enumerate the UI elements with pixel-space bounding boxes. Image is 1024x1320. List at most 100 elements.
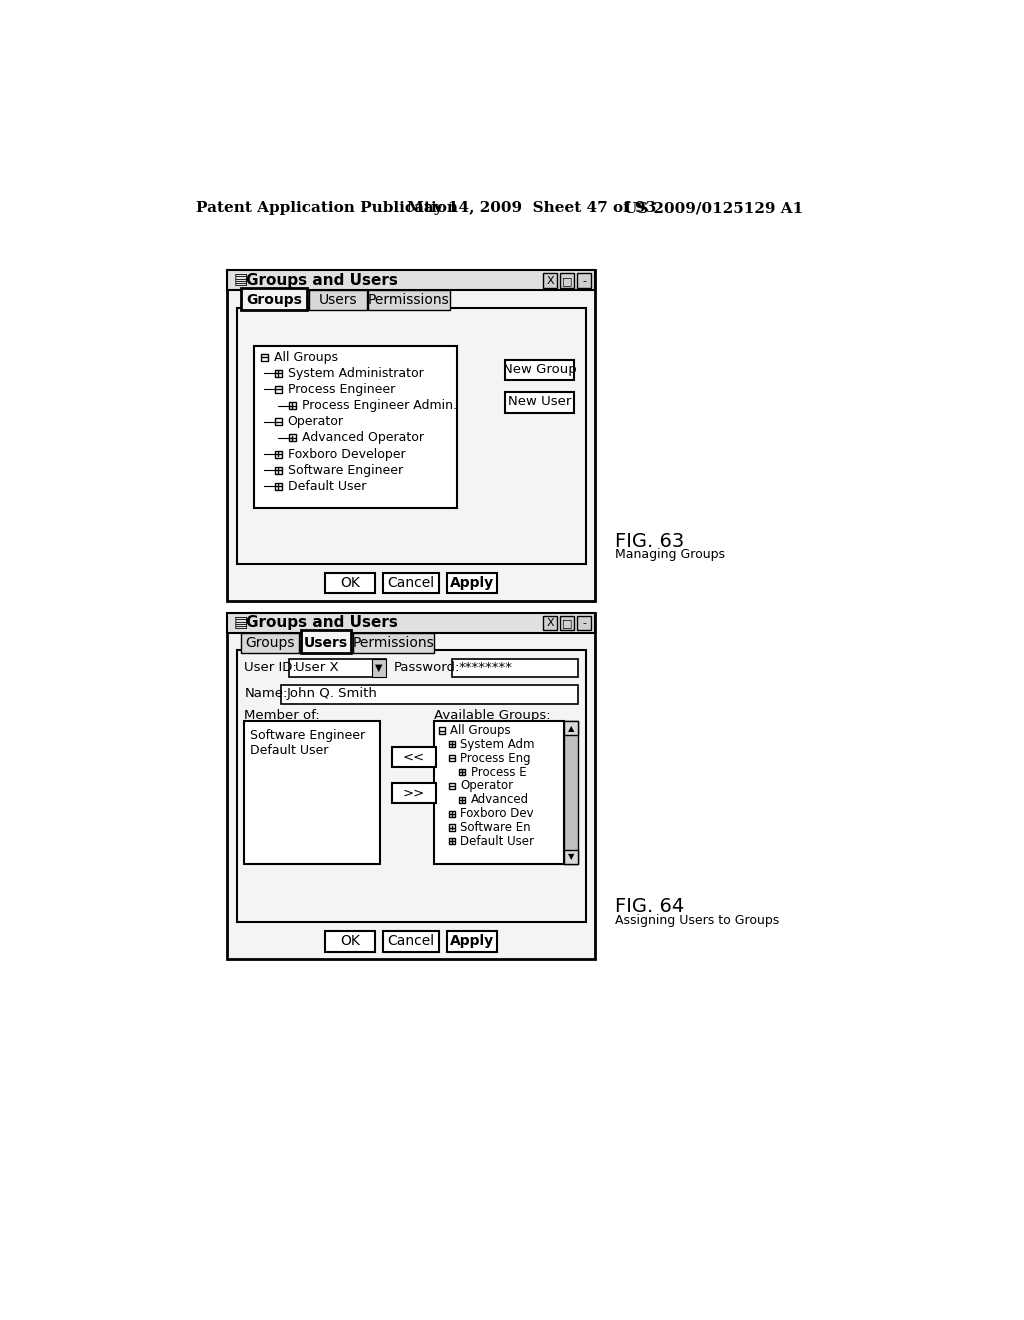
- Text: John Q. Smith: John Q. Smith: [287, 686, 378, 700]
- Text: Process Eng: Process Eng: [461, 751, 531, 764]
- Bar: [274, 450, 282, 458]
- Text: Managing Groups: Managing Groups: [614, 548, 725, 561]
- Bar: [227, 271, 595, 290]
- Text: □: □: [562, 276, 572, 286]
- Bar: [446, 573, 497, 594]
- Text: FIG. 63: FIG. 63: [614, 532, 684, 550]
- Text: All Groups: All Groups: [451, 723, 511, 737]
- Text: ▼: ▼: [568, 853, 574, 861]
- Text: OK: OK: [340, 935, 360, 949]
- Text: X: X: [546, 619, 554, 628]
- Bar: [369, 290, 450, 310]
- Bar: [325, 932, 375, 952]
- Bar: [301, 631, 351, 653]
- Bar: [241, 288, 307, 310]
- Bar: [446, 932, 497, 952]
- Bar: [245, 721, 380, 863]
- Text: Name:: Name:: [245, 686, 288, 700]
- Bar: [564, 721, 579, 863]
- Text: Process E: Process E: [471, 766, 526, 779]
- Bar: [449, 742, 455, 747]
- Bar: [459, 797, 465, 803]
- Text: System Adm: System Adm: [461, 738, 535, 751]
- Bar: [564, 721, 579, 735]
- Text: ▼: ▼: [376, 663, 383, 672]
- Text: Groups and Users: Groups and Users: [246, 615, 397, 630]
- Bar: [274, 483, 282, 490]
- Text: Apply: Apply: [450, 577, 494, 590]
- Text: Groups: Groups: [246, 636, 295, 649]
- Text: Users: Users: [304, 636, 348, 649]
- Text: ********: ********: [458, 661, 512, 675]
- Bar: [577, 273, 592, 288]
- Bar: [459, 770, 465, 775]
- Bar: [237, 651, 586, 923]
- Text: Groups and Users: Groups and Users: [246, 272, 397, 288]
- Bar: [391, 747, 436, 767]
- Bar: [577, 615, 592, 631]
- Text: Process Engineer: Process Engineer: [288, 383, 395, 396]
- Text: Default User: Default User: [251, 744, 329, 758]
- Text: Software Engineer: Software Engineer: [288, 463, 402, 477]
- Bar: [543, 615, 557, 631]
- Text: OK: OK: [340, 577, 360, 590]
- Bar: [227, 612, 595, 632]
- Bar: [274, 467, 282, 474]
- Bar: [274, 418, 282, 425]
- Bar: [227, 271, 595, 601]
- Text: Apply: Apply: [450, 935, 494, 949]
- Text: X: X: [546, 276, 554, 286]
- Bar: [383, 573, 438, 594]
- Text: Software En: Software En: [461, 821, 531, 834]
- Text: Assigning Users to Groups: Assigning Users to Groups: [614, 915, 779, 927]
- Bar: [352, 632, 434, 653]
- Text: Operator: Operator: [461, 779, 514, 792]
- Text: Groups: Groups: [246, 293, 302, 308]
- Bar: [560, 273, 574, 288]
- Text: -: -: [582, 619, 586, 628]
- Text: >>: >>: [402, 787, 425, 800]
- Text: ▲: ▲: [568, 723, 574, 733]
- Text: Default User: Default User: [461, 834, 535, 847]
- Text: FIG. 64: FIG. 64: [614, 898, 684, 916]
- Bar: [227, 612, 595, 960]
- Text: Cancel: Cancel: [387, 935, 434, 949]
- Text: Advanced Operator: Advanced Operator: [302, 432, 424, 445]
- Bar: [449, 755, 455, 762]
- Bar: [241, 632, 299, 653]
- Bar: [289, 403, 296, 409]
- Text: New Group: New Group: [503, 363, 577, 376]
- Text: <<: <<: [402, 751, 425, 764]
- Text: All Groups: All Groups: [273, 351, 338, 363]
- Text: ▤: ▤: [233, 272, 248, 288]
- Bar: [452, 659, 579, 677]
- Text: Cancel: Cancel: [387, 577, 434, 590]
- Bar: [438, 727, 445, 734]
- Text: Member of:: Member of:: [245, 709, 319, 722]
- Bar: [383, 932, 438, 952]
- Bar: [449, 810, 455, 817]
- Bar: [449, 825, 455, 830]
- Bar: [564, 850, 579, 863]
- Text: Foxboro Developer: Foxboro Developer: [288, 447, 406, 461]
- Text: US 2009/0125129 A1: US 2009/0125129 A1: [624, 202, 803, 215]
- Bar: [372, 659, 386, 677]
- Text: Operator: Operator: [288, 416, 344, 428]
- Text: May 14, 2009  Sheet 47 of 93: May 14, 2009 Sheet 47 of 93: [407, 202, 656, 215]
- Bar: [325, 573, 375, 594]
- Bar: [274, 370, 282, 376]
- Text: Advanced: Advanced: [471, 793, 528, 807]
- Text: User ID:: User ID:: [245, 661, 297, 675]
- Text: Permissions: Permissions: [368, 293, 450, 308]
- Bar: [391, 783, 436, 803]
- Text: System Administrator: System Administrator: [288, 367, 423, 380]
- Text: Permissions: Permissions: [352, 636, 434, 649]
- Bar: [505, 360, 574, 380]
- Bar: [274, 385, 282, 393]
- Text: Process Engineer Admin.: Process Engineer Admin.: [302, 399, 457, 412]
- Bar: [289, 434, 296, 441]
- Text: Password:: Password:: [394, 661, 460, 675]
- Bar: [560, 615, 574, 631]
- Bar: [543, 273, 557, 288]
- Text: Users: Users: [318, 293, 357, 308]
